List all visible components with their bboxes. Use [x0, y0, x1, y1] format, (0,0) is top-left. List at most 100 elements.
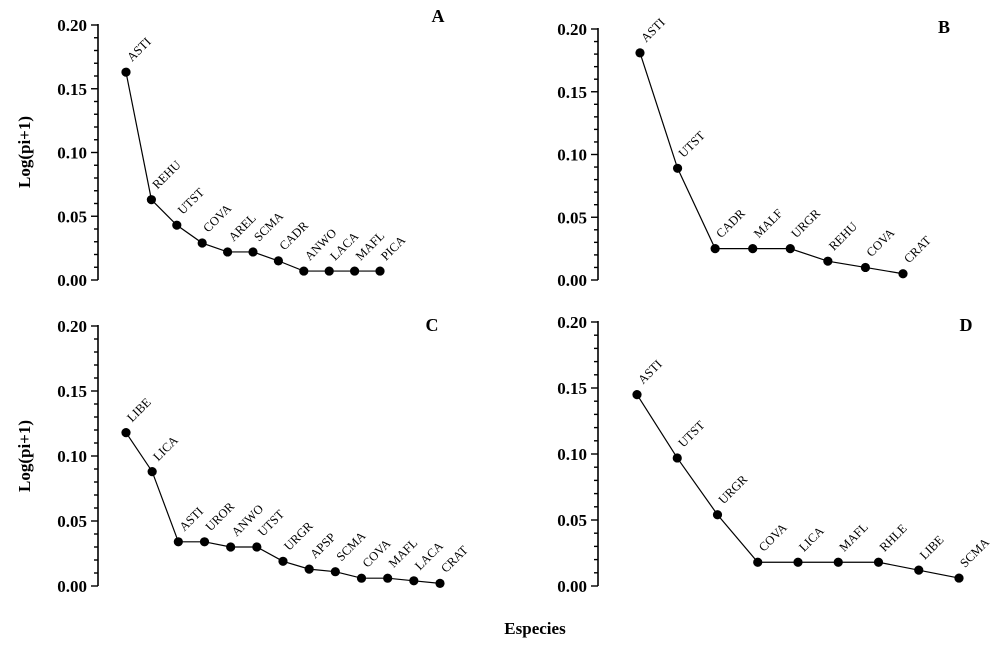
data-label: ASTI [177, 504, 207, 534]
data-point-crat [435, 578, 445, 589]
data-point-cova [356, 573, 367, 583]
data-point-utst [672, 453, 682, 463]
data-point-cova [753, 557, 763, 567]
data-point-malf [748, 244, 758, 254]
data-point-anwo [299, 266, 309, 276]
panel-c: 0.00 0.05 0.10 0.15 0.20 Log(pi+1) C LIBE LICA AS… [15, 315, 471, 596]
data-label: URGR [716, 472, 751, 507]
y-axis-title: Log(pi+1) [15, 420, 34, 492]
data-label: REHU [150, 158, 184, 192]
y-tick-label: 0.15 [557, 379, 587, 398]
data-label: ASTI [638, 15, 668, 45]
y-tick-label: 0.00 [557, 577, 587, 596]
y-tick-label: 0.00 [557, 271, 587, 290]
data-point-cadr [710, 244, 720, 254]
data-point-cova [197, 238, 207, 248]
data-point-scma [248, 247, 258, 257]
data-point-urgr [785, 244, 795, 254]
data-label: APSP [307, 530, 338, 561]
data-point-rehu [146, 195, 156, 205]
x-axis-title: Especies [504, 619, 566, 638]
data-point-asti [632, 390, 642, 400]
data-point-utst [252, 542, 262, 552]
data-label: SCMA [957, 535, 992, 570]
data-label: CRAT [901, 233, 934, 266]
data-point-cova [860, 262, 871, 273]
y-tick-label: 0.10 [57, 447, 87, 466]
data-label: ASTI [124, 35, 154, 65]
y-tick-label: 0.10 [557, 146, 587, 165]
data-point-lica [147, 467, 157, 477]
y-tick-label: 0.05 [57, 512, 87, 531]
y-tick-label: 0.15 [57, 80, 87, 99]
data-point-crat [898, 269, 908, 279]
y-tick-label: 0.15 [557, 83, 587, 102]
y-tick-label: 0.15 [57, 382, 87, 401]
data-point-lica [793, 557, 803, 567]
data-point-scma [954, 573, 964, 583]
data-point-cadr [273, 256, 283, 266]
y-tick-label: 0.20 [557, 20, 587, 39]
data-point-apsp [304, 564, 314, 574]
data-point-mafl [383, 573, 393, 583]
y-tick-label: 0.20 [57, 16, 87, 35]
data-label: LIBE [124, 395, 154, 425]
data-point-uror [199, 537, 210, 547]
data-point-scma [330, 567, 340, 577]
data-point-pica [375, 266, 385, 276]
y-tick-label: 0.00 [57, 271, 87, 290]
data-point-utst [672, 163, 683, 173]
data-point-asti [121, 67, 131, 77]
data-label: LICA [796, 524, 827, 555]
data-label: REHU [826, 219, 860, 253]
panel-a: 0.00 0.05 0.10 0.15 0.20 Log(pi+1) A ASTI REHUUT… [15, 6, 445, 290]
data-label: MALF [751, 206, 785, 240]
data-label: COVA [756, 521, 790, 555]
data-point-libe [914, 565, 924, 575]
panel-b: 0.00 0.05 0.10 0.15 0.20 B ASTI UTST CADR MALF URG… [557, 15, 950, 290]
y-tick-label: 0.05 [557, 511, 587, 530]
data-point-mafl [350, 266, 360, 276]
data-label: ASTI [635, 357, 665, 387]
series-line [636, 394, 960, 579]
data-label: UTST [175, 185, 207, 217]
data-point-arel [223, 247, 233, 257]
data-label: UTST [675, 418, 707, 450]
data-label: RHLE [877, 521, 910, 554]
y-tick-label: 0.00 [57, 577, 87, 596]
data-point-urgr [712, 510, 723, 520]
data-point-rehu [823, 256, 833, 266]
data-label: COVA [864, 226, 898, 260]
data-label: LICA [150, 433, 181, 464]
data-point-asti [635, 48, 645, 58]
data-point-libe [121, 428, 131, 438]
y-tick-label: 0.05 [57, 207, 87, 226]
y-tick-label: 0.20 [557, 313, 587, 332]
data-point-anwo [226, 542, 236, 552]
data-point-rhle [873, 557, 884, 567]
y-tick-label: 0.05 [557, 208, 587, 227]
data-point-laca [324, 266, 334, 276]
y-axis-title: Log(pi+1) [15, 116, 34, 188]
data-point-asti [173, 537, 183, 547]
series-line [639, 52, 904, 275]
data-point-laca [409, 576, 419, 586]
panel-letter: B [938, 17, 950, 37]
panel-letter: D [960, 315, 973, 335]
data-label: URGR [789, 206, 824, 241]
data-label: LIBE [917, 532, 947, 562]
data-label: MAFL [836, 520, 870, 554]
data-label: UTST [676, 128, 708, 160]
panel-letter: A [432, 6, 445, 26]
data-label: AREL [226, 211, 259, 244]
data-point-urgr [278, 556, 288, 566]
data-label: CADR [713, 206, 748, 241]
data-point-mafl [833, 557, 843, 567]
data-point-utst [172, 220, 182, 230]
y-tick-label: 0.10 [557, 445, 587, 464]
panel-letter: C [426, 315, 439, 335]
y-tick-label: 0.20 [57, 317, 87, 336]
y-tick-label: 0.10 [57, 144, 87, 163]
